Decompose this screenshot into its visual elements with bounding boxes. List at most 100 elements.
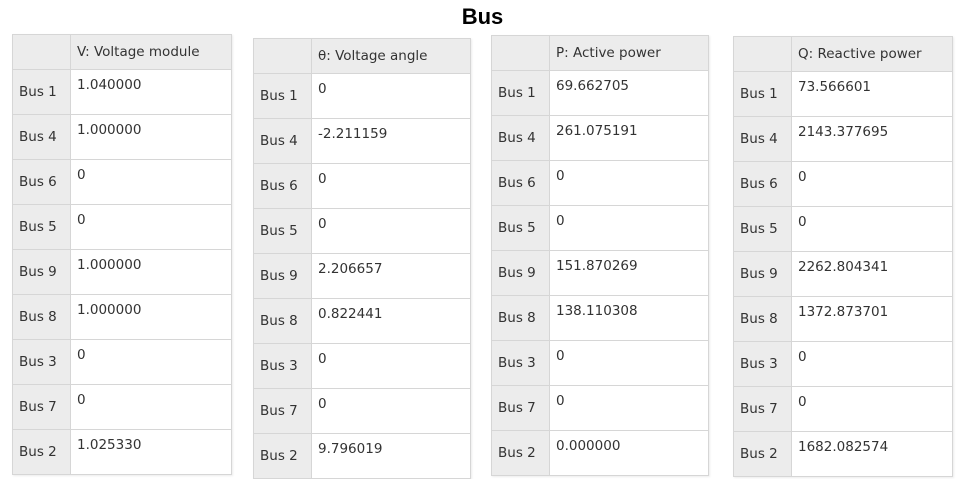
table-cell[interactable]: 0 [791,161,953,207]
row-header[interactable]: Bus 2 [12,429,71,475]
table-cell[interactable]: 0 [791,386,953,432]
row-header[interactable]: Bus 3 [733,341,792,387]
table-cell[interactable]: 0 [549,160,709,206]
row-header[interactable]: Bus 9 [12,249,71,295]
table-cell[interactable]: 261.075191 [549,115,709,161]
table-cell[interactable]: 0 [70,204,232,250]
table-row[interactable]: Bus 1 73.566601 [733,71,953,117]
table-row[interactable]: Bus 2 0.000000 [491,430,709,476]
row-header[interactable]: Bus 8 [491,295,550,341]
row-header[interactable]: Bus 8 [12,294,71,340]
table-row[interactable]: Bus 2 9.796019 [253,433,471,479]
row-header[interactable]: Bus 9 [491,250,550,296]
table-cell[interactable]: 69.662705 [549,70,709,116]
table-cell[interactable]: 2262.804341 [791,251,953,297]
table-row[interactable]: Bus 8 138.110308 [491,295,709,341]
row-header[interactable]: Bus 1 [12,69,71,115]
table-cell[interactable]: 0 [549,205,709,251]
column-header[interactable]: Q: Reactive power [791,36,953,72]
table-cell[interactable]: 0 [70,339,232,385]
table-row[interactable]: Bus 9 151.870269 [491,250,709,296]
row-header[interactable]: Bus 1 [491,70,550,116]
table-cell[interactable]: 0 [549,340,709,386]
table-row[interactable]: Bus 2 1682.082574 [733,431,953,477]
table-cell[interactable]: 0 [70,159,232,205]
table-cell[interactable]: 0 [791,206,953,252]
row-header[interactable]: Bus 5 [253,208,312,254]
table-row[interactable]: Bus 4 -2.211159 [253,118,471,164]
row-header[interactable]: Bus 7 [12,384,71,430]
row-header[interactable]: Bus 4 [12,114,71,160]
table-row[interactable]: Bus 8 1.000000 [12,294,232,340]
row-header[interactable]: Bus 7 [253,388,312,434]
table-cell[interactable]: 73.566601 [791,71,953,117]
table-cell[interactable]: 0 [311,343,471,389]
table-row[interactable]: Bus 4 261.075191 [491,115,709,161]
table-row[interactable]: Bus 9 1.000000 [12,249,232,295]
row-header[interactable]: Bus 6 [12,159,71,205]
table-row[interactable]: Bus 4 2143.377695 [733,116,953,162]
table-row[interactable]: Bus 8 0.822441 [253,298,471,344]
table-cell[interactable]: 0 [311,208,471,254]
row-header[interactable]: Bus 8 [253,298,312,344]
table-cell[interactable]: -2.211159 [311,118,471,164]
row-header[interactable]: Bus 6 [491,160,550,206]
table-cell[interactable]: 1.000000 [70,249,232,295]
table-cell[interactable]: 1682.082574 [791,431,953,477]
row-header[interactable]: Bus 9 [733,251,792,297]
table-cell[interactable]: 0 [311,388,471,434]
row-header[interactable]: Bus 3 [253,343,312,389]
row-header[interactable]: Bus 5 [12,204,71,250]
table-cell[interactable]: 2143.377695 [791,116,953,162]
row-header[interactable]: Bus 8 [733,296,792,342]
row-header[interactable]: Bus 2 [491,430,550,476]
table-cell[interactable]: 0.822441 [311,298,471,344]
row-header[interactable]: Bus 6 [253,163,312,209]
table-cell[interactable]: 1.040000 [70,69,232,115]
table-cell[interactable]: 1.025330 [70,429,232,475]
row-header[interactable]: Bus 4 [733,116,792,162]
table-row[interactable]: Bus 4 1.000000 [12,114,232,160]
row-header[interactable]: Bus 4 [253,118,312,164]
table-cell[interactable]: 0 [549,385,709,431]
table-row[interactable]: Bus 2 1.025330 [12,429,232,475]
row-header[interactable]: Bus 4 [491,115,550,161]
row-header[interactable]: Bus 5 [733,206,792,252]
column-header[interactable]: P: Active power [549,35,709,71]
table-row[interactable]: Bus 8 1372.873701 [733,296,953,342]
row-header[interactable]: Bus 5 [491,205,550,251]
column-header[interactable]: θ: Voltage angle [311,38,471,74]
table-cell[interactable]: 2.206657 [311,253,471,299]
column-header[interactable]: V: Voltage module [70,34,232,70]
row-header[interactable]: Bus 1 [253,73,312,119]
table-cell[interactable]: 1.000000 [70,114,232,160]
table-cell[interactable]: 0 [70,384,232,430]
row-header[interactable]: Bus 3 [491,340,550,386]
row-header[interactable]: Bus 9 [253,253,312,299]
row-header[interactable]: Bus 2 [253,433,312,479]
table-cell[interactable]: 151.870269 [549,250,709,296]
row-header[interactable]: Bus 6 [733,161,792,207]
row-header[interactable]: Bus 7 [733,386,792,432]
table-row[interactable]: Bus 1 69.662705 [491,70,709,116]
table-row[interactable]: Bus 9 2.206657 [253,253,471,299]
table-cell[interactable]: 0.000000 [549,430,709,476]
row-header[interactable]: Bus 3 [12,339,71,385]
